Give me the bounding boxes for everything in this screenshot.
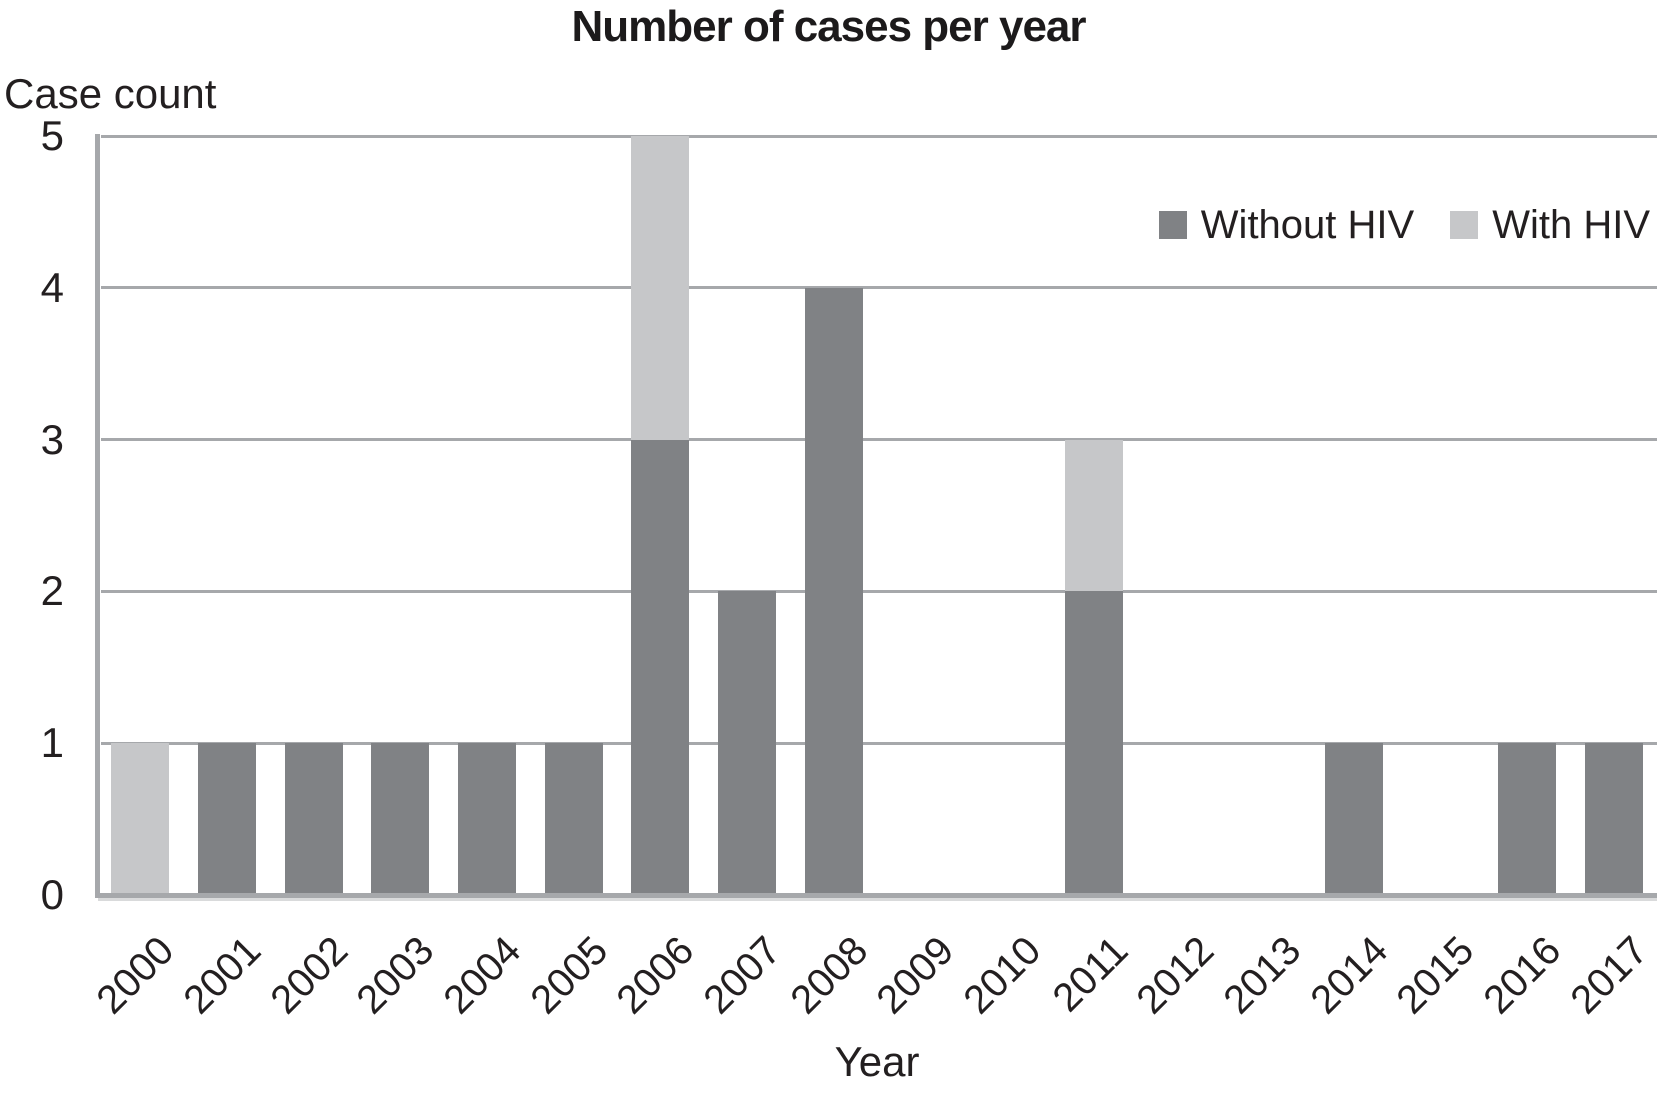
x-tick-label: 2010 <box>955 928 1050 1023</box>
x-tick-label: 2013 <box>1215 928 1310 1023</box>
bar-segment-with-hiv <box>1064 439 1123 592</box>
bar-segment-without-hiv <box>371 743 430 895</box>
x-tick-label: 2005 <box>522 928 617 1023</box>
chart-title: Number of cases per year <box>571 2 1086 51</box>
bar-segment-without-hiv <box>631 439 690 895</box>
y-tick-label: 0 <box>40 871 64 918</box>
bar-segment-without-hiv <box>1324 743 1383 895</box>
y-tick-label: 3 <box>40 415 64 463</box>
bar-segment-without-hiv <box>544 743 603 895</box>
bar-segment-without-hiv <box>1498 743 1556 895</box>
y-axis-caption: Case count <box>4 70 217 117</box>
legend: Without HIV With HIV <box>1158 203 1650 247</box>
x-tick-label: 2002 <box>262 928 357 1023</box>
legend-item-with-hiv: With HIV <box>1450 203 1650 247</box>
bar-segment-without-hiv <box>458 743 516 895</box>
x-tick-label: 2016 <box>1475 928 1570 1023</box>
y-axis-line <box>95 134 100 897</box>
x-tick-label: 2007 <box>695 928 790 1023</box>
gridline <box>101 741 1657 745</box>
bar-segment-without-hiv <box>804 287 863 895</box>
x-tick-label: 2000 <box>88 928 183 1023</box>
legend-swatch <box>1450 211 1479 239</box>
x-tick-label: 2015 <box>1388 928 1483 1023</box>
x-tick-label: 2003 <box>348 928 443 1023</box>
bar-segment-with-hiv <box>111 743 170 895</box>
x-tick-label: 2012 <box>1128 928 1223 1023</box>
x-tick-label: 2009 <box>868 928 963 1023</box>
x-tick-label: 2008 <box>782 928 877 1023</box>
legend-label: With HIV <box>1492 203 1650 247</box>
legend-item-without-hiv: Without HIV <box>1158 203 1415 247</box>
x-tick-label: 2006 <box>608 928 703 1023</box>
y-tick-label: 2 <box>40 567 64 615</box>
y-tick-label: 1 <box>40 719 64 767</box>
gridline <box>101 589 1657 593</box>
y-tick-label: 4 <box>40 263 64 311</box>
bar-segment-without-hiv <box>1584 743 1643 895</box>
bar-segment-without-hiv <box>1064 591 1123 895</box>
bar-segment-without-hiv <box>284 743 343 895</box>
legend-label: Without HIV <box>1200 203 1415 247</box>
gridline <box>101 286 1657 290</box>
x-tick-label: 2014 <box>1302 928 1397 1023</box>
x-tick-label: 2017 <box>1562 928 1657 1023</box>
bar-segment-with-hiv <box>631 136 690 440</box>
bar-segment-without-hiv <box>718 591 776 895</box>
x-axis-caption: Year <box>834 1038 920 1085</box>
x-tick-label: 2011 <box>1044 928 1137 1021</box>
y-tick-label: 5 <box>40 112 64 159</box>
gridline <box>101 134 1657 138</box>
legend-swatch <box>1158 211 1187 239</box>
gridline <box>101 438 1657 442</box>
x-tick-label: 2004 <box>435 928 530 1023</box>
x-axis-line <box>95 893 1657 898</box>
x-tick-label: 2001 <box>175 928 270 1023</box>
bar-segment-without-hiv <box>198 743 256 895</box>
